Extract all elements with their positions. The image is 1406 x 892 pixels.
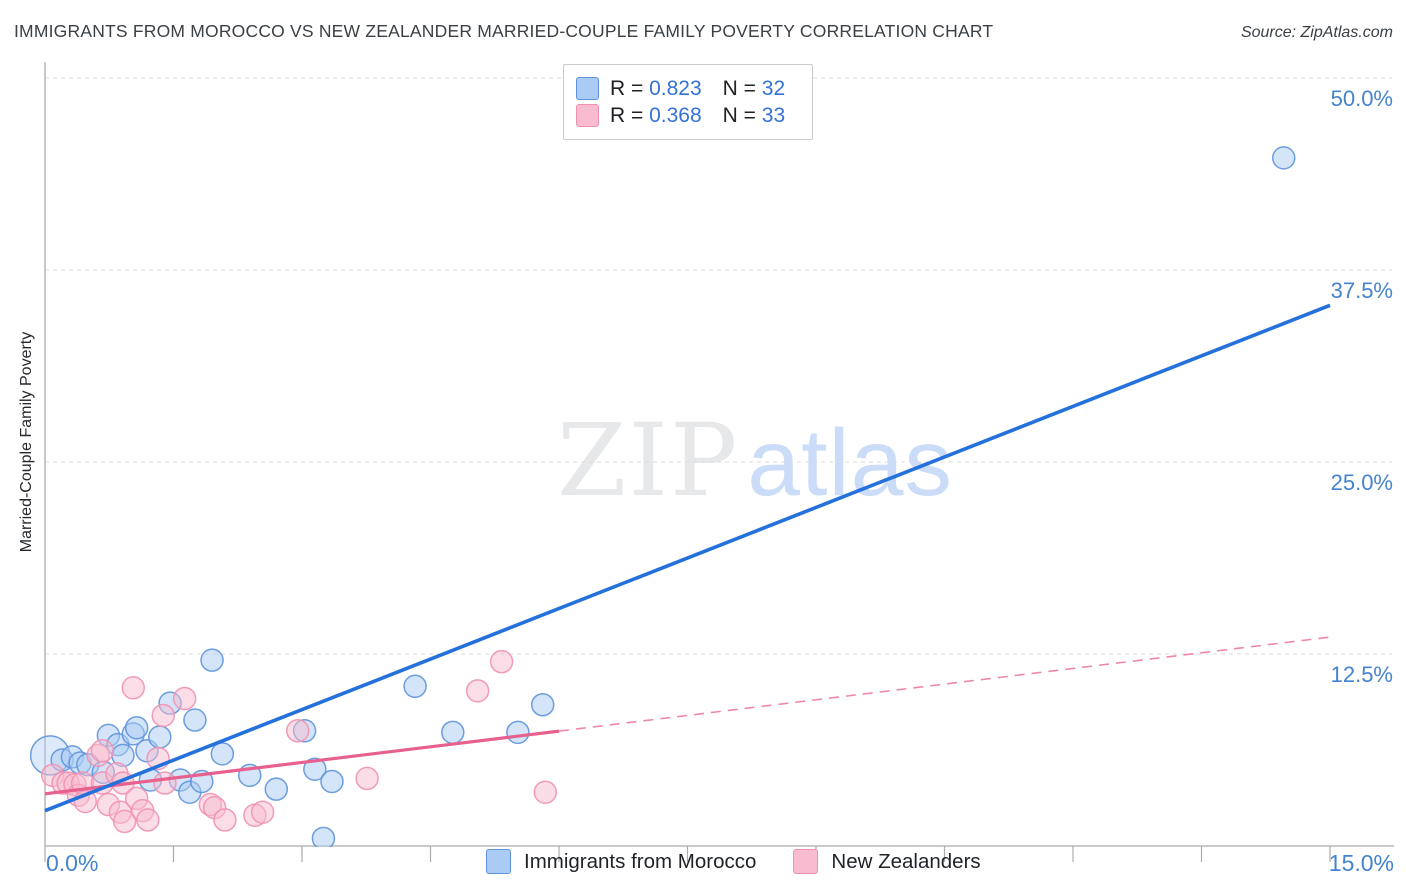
series-legend-item-morocco: Immigrants from Morocco (486, 849, 756, 874)
scatter-point (303, 757, 327, 781)
r-label: R = (610, 76, 650, 100)
series-swatch-pink (793, 849, 819, 874)
scatter-point (1271, 146, 1296, 170)
scatter-point (533, 780, 558, 804)
scatter-point (311, 826, 336, 847)
correlation-row-morocco: R = 0.823 N = 32 (576, 76, 800, 101)
trend-line-nz-dashed (558, 636, 1331, 732)
series-legend: Immigrants from Morocco New Zealanders (486, 849, 981, 874)
y-tick-label-25: 25.0% (1330, 470, 1393, 495)
n-value: 32 (761, 76, 786, 100)
scatter-point (200, 648, 224, 672)
watermark: ZIP atlas (557, 402, 953, 519)
plot-area (29, 146, 1331, 847)
scatter-point (183, 708, 207, 732)
x-axis-max-label: 15.0% (1328, 850, 1394, 876)
series-label-morocco: Immigrants from Morocco (524, 849, 757, 873)
scatter-series-1 (40, 649, 558, 834)
x-axis-min-label: 0.0% (46, 850, 99, 876)
watermark-atlas: atlas (747, 410, 953, 516)
y-tick-label-37-5: 37.5% (1330, 278, 1393, 303)
scatter-point (355, 766, 379, 791)
trend-line-nz-solid (44, 729, 560, 796)
scatter-point (285, 719, 310, 743)
scatter-point (121, 676, 145, 700)
scatter-point (90, 739, 115, 763)
series-label-nz: New Zealanders (831, 849, 981, 873)
scatter-point (136, 808, 160, 832)
n-value: 33 (761, 103, 786, 127)
watermark-zip: ZIP (557, 402, 740, 519)
y-axis-title: Married-Couple Family Poverty (18, 331, 35, 553)
scatter-point (148, 725, 172, 749)
source-attribution: Source: ZipAtlas.com (1240, 24, 1393, 41)
scatter-point (506, 720, 530, 745)
scatter-point (264, 777, 289, 801)
series-swatch-blue (486, 849, 511, 874)
scatter-point (403, 674, 427, 699)
scatter-point (124, 715, 149, 740)
scatter-point (151, 703, 175, 728)
trend-line-morocco (44, 303, 1331, 813)
scatter-point (250, 800, 275, 824)
scatter-point (213, 808, 237, 832)
y-tick-label-12-5: 12.5% (1330, 662, 1393, 687)
r-label: R = (610, 103, 650, 127)
scatter-point (153, 771, 177, 795)
series-legend-item-nz: New Zealanders (793, 849, 981, 874)
y-tick-label-50: 50.0% (1330, 86, 1393, 111)
scatter-point (441, 720, 465, 745)
correlation-legend-box: R = 0.823 N = 32 R = 0.368 N = 33 (563, 64, 813, 140)
legend-swatch-blue (576, 77, 599, 100)
scatter-series-0 (29, 146, 1296, 847)
correlation-row-nz: R = 0.368 N = 33 (576, 103, 800, 128)
scatter-point (320, 769, 344, 794)
scatter-point (172, 686, 197, 711)
scatter-point (465, 679, 490, 703)
n-label: N = (722, 103, 762, 127)
r-value: 0.368 (649, 103, 702, 127)
n-label: N = (722, 76, 762, 100)
r-value: 0.823 (649, 76, 702, 100)
scatter-point (210, 742, 235, 766)
chart-title: IMMIGRANTS FROM MOROCCO VS NEW ZEALANDER… (14, 21, 994, 41)
legend-swatch-pink (576, 104, 599, 127)
scatter-point (112, 809, 137, 834)
scatter-point (530, 692, 555, 717)
scatter-point (489, 649, 514, 674)
